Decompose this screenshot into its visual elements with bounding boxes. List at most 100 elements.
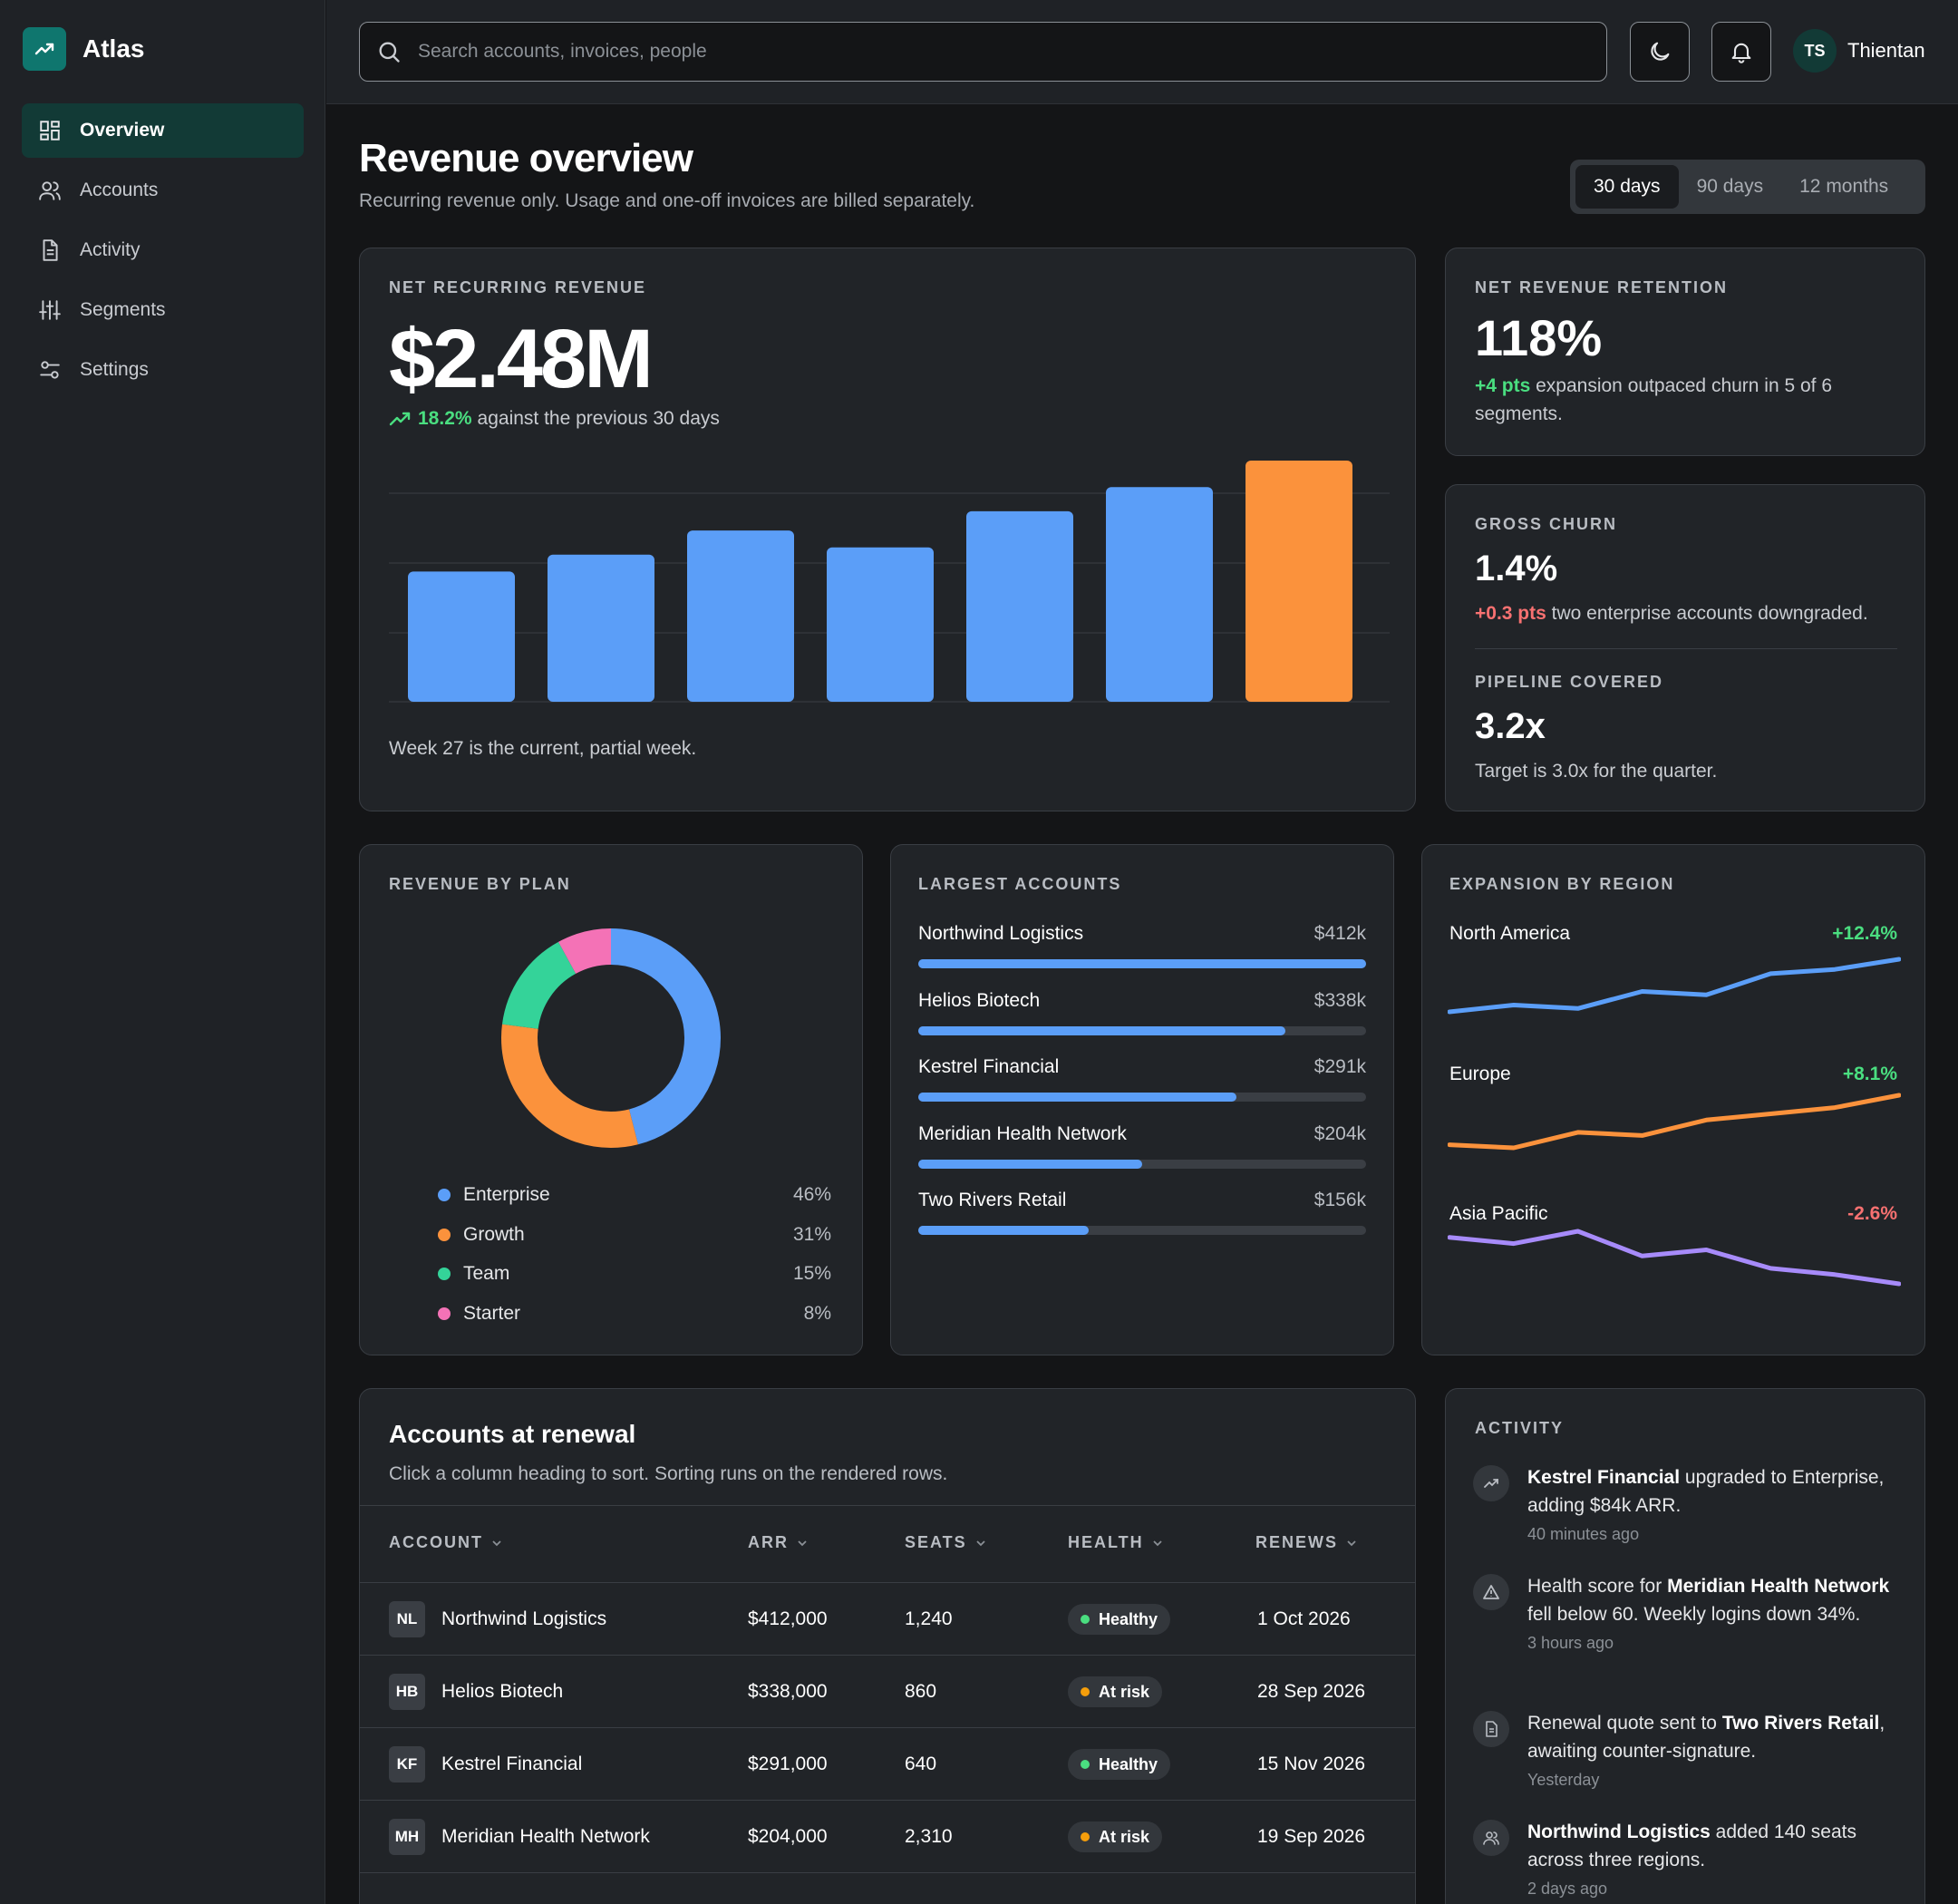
table-subtitle: Click a column heading to sort. Sorting … xyxy=(389,1463,948,1484)
activity-text: Northwind Logistics added 140 seats acro… xyxy=(1527,1821,1856,1870)
chevron-down-icon xyxy=(1347,1540,1356,1546)
notifications-button[interactable] xyxy=(1711,22,1771,82)
sidebar-item-label: Overview xyxy=(80,120,165,141)
legend-item-team: Team 15% xyxy=(438,1263,831,1285)
account-name: Northwind Logistics xyxy=(441,1608,607,1629)
bar[interactable] xyxy=(827,547,934,702)
table-row[interactable]: KF Kestrel Financial $291,000 640 Healthy… xyxy=(360,1728,1415,1801)
pipeline-description: Target is 3.0x for the quarter. xyxy=(1475,761,1718,782)
card-label: PIPELINE COVERED xyxy=(1475,673,1664,691)
accounts-at-renewal-card: Accounts at renewal Click a column headi… xyxy=(359,1388,1416,1904)
settings-icon xyxy=(40,361,60,379)
region-name: Asia Pacific xyxy=(1449,1203,1548,1224)
activity-text: Health score for Meridian Health Network… xyxy=(1527,1576,1890,1625)
status-badge: Healthy xyxy=(1068,1604,1171,1635)
divider xyxy=(1475,648,1897,649)
card-label: NET RECURRING REVENUE xyxy=(389,278,647,296)
app-name: Atlas xyxy=(82,34,145,63)
sparkline-europe xyxy=(1448,1093,1901,1151)
table-row[interactable]: MH Meridian Health Network $204,000 2,310… xyxy=(360,1801,1415,1873)
account-bar-item[interactable]: Meridian Health Network $204k xyxy=(918,1123,1366,1169)
bar[interactable] xyxy=(408,571,515,702)
account-initials: HB xyxy=(389,1674,425,1710)
date-range-selector: 30 days 90 days 12 months xyxy=(1570,160,1925,214)
bar[interactable] xyxy=(1246,461,1352,702)
sparkline-path xyxy=(1448,1229,1901,1287)
bar[interactable] xyxy=(548,554,654,702)
churn-delta: +0.3 pts xyxy=(1475,603,1546,624)
users-icon xyxy=(39,181,61,200)
table-title: Accounts at renewal xyxy=(389,1420,636,1448)
activity-item[interactable]: Kestrel Financial upgraded to Enterprise… xyxy=(1473,1463,1924,1544)
activity-time: 3 hours ago xyxy=(1527,1634,1614,1652)
donut-slice[interactable] xyxy=(501,928,721,1148)
region-change: +8.1% xyxy=(1842,1064,1897,1084)
avatar: TS xyxy=(1793,29,1837,73)
arr-cell: $412,000 xyxy=(748,1608,828,1629)
sidebar-item-settings[interactable]: Settings xyxy=(22,343,304,397)
search-box[interactable] xyxy=(359,22,1607,82)
page-subtitle: Recurring revenue only. Usage and one-of… xyxy=(359,190,975,211)
sidebar-item-activity[interactable]: Activity xyxy=(22,223,304,277)
account-bar-fill xyxy=(918,1026,1286,1035)
card-label: LARGEST ACCOUNTS xyxy=(918,875,1122,893)
range-90-days[interactable]: 90 days xyxy=(1696,176,1764,197)
page-title: Revenue overview xyxy=(359,136,693,180)
activity-item[interactable]: Northwind Logistics added 140 seats acro… xyxy=(1473,1818,1924,1899)
column-header-seats[interactable]: SEATS xyxy=(905,1533,987,1552)
sidebar-item-overview[interactable]: Overview xyxy=(22,103,304,158)
theme-toggle-button[interactable] xyxy=(1630,22,1690,82)
chart-note: Week 27 is the current, partial week. xyxy=(389,738,697,759)
bar[interactable] xyxy=(1106,487,1213,702)
account-bar-item[interactable]: Kestrel Financial $291k xyxy=(918,1056,1366,1102)
net-revenue-retention-card: NET REVENUE RETENTION 118% +4 pts expans… xyxy=(1445,248,1925,456)
activity-item[interactable]: Renewal quote sent to Two Rivers Retail,… xyxy=(1473,1709,1924,1790)
account-bar-fill xyxy=(918,959,1366,968)
account-name: Two Rivers Retail xyxy=(918,1190,1067,1210)
sidebar-item-accounts[interactable]: Accounts xyxy=(22,163,304,218)
account-bar-item[interactable]: Northwind Logistics $412k xyxy=(918,923,1366,968)
account-value: $412k xyxy=(1313,923,1366,944)
account-name: Northwind Logistics xyxy=(918,923,1084,944)
sparkline-north-america xyxy=(1448,957,1901,1015)
range-12-months[interactable]: 12 months xyxy=(1799,176,1889,197)
sidebar-item-label: Accounts xyxy=(80,180,159,200)
donut-slice[interactable] xyxy=(501,928,721,1148)
status-dot xyxy=(1081,1615,1090,1624)
account-bar-item[interactable]: Two Rivers Retail $156k xyxy=(918,1190,1366,1235)
bar[interactable] xyxy=(966,510,1073,702)
column-header-health[interactable]: HEALTH xyxy=(1068,1533,1164,1552)
account-name: Kestrel Financial xyxy=(441,1753,583,1774)
legend-item-starter: Starter 8% xyxy=(438,1303,831,1325)
nrr-trend: 18.2% against the previous 30 days xyxy=(389,408,720,430)
account-bar-item[interactable]: Helios Biotech $338k xyxy=(918,990,1366,1035)
column-header-renews[interactable]: RENEWS xyxy=(1255,1533,1358,1552)
activity-item[interactable]: Health score for Meridian Health Network… xyxy=(1473,1572,1924,1653)
region-change: -2.6% xyxy=(1847,1203,1897,1224)
document-icon xyxy=(1473,1711,1509,1747)
sidebar-item-label: Settings xyxy=(80,359,149,380)
pipeline-value: 3.2x xyxy=(1475,706,1546,746)
activity-text: Renewal quote sent to Two Rivers Retail,… xyxy=(1527,1713,1885,1762)
table-row[interactable]: HB Helios Biotech $338,000 860 At risk 28… xyxy=(360,1656,1415,1728)
account-bar-track xyxy=(918,1160,1366,1169)
region-header: Europe +8.1% xyxy=(1449,1064,1897,1085)
user-menu[interactable]: TS Thientan xyxy=(1793,29,1925,73)
chevron-down-icon xyxy=(976,1540,985,1546)
account-name: Helios Biotech xyxy=(441,1681,564,1702)
column-header-account[interactable]: ACCOUNT xyxy=(389,1533,503,1552)
range-30-days[interactable]: 30 days xyxy=(1575,165,1679,209)
chevron-down-icon xyxy=(798,1540,807,1546)
seats-cell: 860 xyxy=(905,1681,937,1702)
column-header-arr[interactable]: ARR xyxy=(748,1533,809,1552)
bar[interactable] xyxy=(687,530,794,702)
brand[interactable]: Atlas xyxy=(23,27,144,71)
sidebar-item-segments[interactable]: Segments xyxy=(22,283,304,337)
legend-label: Starter xyxy=(463,1303,521,1324)
retention-text: expansion outpaced churn in 5 of 6 segme… xyxy=(1475,375,1833,424)
status-badge: At risk xyxy=(1068,1821,1163,1852)
table-row[interactable]: NL Northwind Logistics $412,000 1,240 Hea… xyxy=(360,1583,1415,1656)
users-icon xyxy=(1473,1820,1509,1856)
table-header: ACCOUNT ARR SEATS HEALTH RENEWS xyxy=(360,1505,1415,1583)
search-input[interactable] xyxy=(418,41,1506,63)
